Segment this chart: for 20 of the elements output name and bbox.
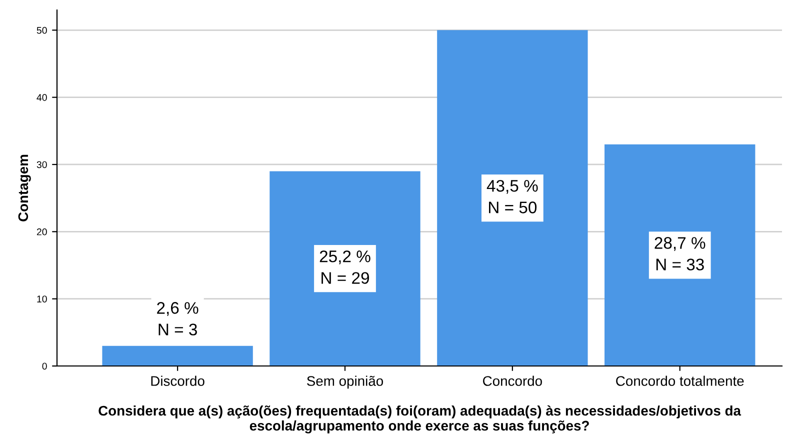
- bar: [270, 171, 420, 366]
- x-tick-label: Concordo: [483, 376, 542, 386]
- bar: [102, 346, 253, 366]
- bar: [604, 144, 756, 366]
- x-axis-title: Considera que a(s) ação(ões) frequentada(s) foi(oram) adequada(s) às necessidades/objetivos da escola/agrupamento onde exerce as suas funções?: [98, 405, 742, 434]
- data-label: 43,5 % N = 50: [486, 180, 538, 214]
- y-tick-label: 50: [36, 26, 47, 34]
- y-tick-label: 30: [36, 161, 47, 168]
- data-label: 2,6 % N = 3: [157, 302, 198, 336]
- y-tick-label: 0: [42, 362, 47, 370]
- y-tick-label: 20: [36, 228, 47, 236]
- y-tick-label: 10: [37, 296, 47, 302]
- y-axis-title: Contagem: [18, 154, 31, 222]
- y-tick-label: 40: [36, 94, 47, 101]
- data-label: 28,7 % N = 33: [654, 237, 706, 270]
- x-tick-label: Concordo totalmente: [616, 376, 744, 386]
- x-tick-label: Sem opinião: [307, 376, 384, 389]
- data-label: 25,2 % N = 29: [320, 250, 370, 284]
- x-tick-label: Discordo: [151, 376, 204, 386]
- bar: [437, 30, 588, 366]
